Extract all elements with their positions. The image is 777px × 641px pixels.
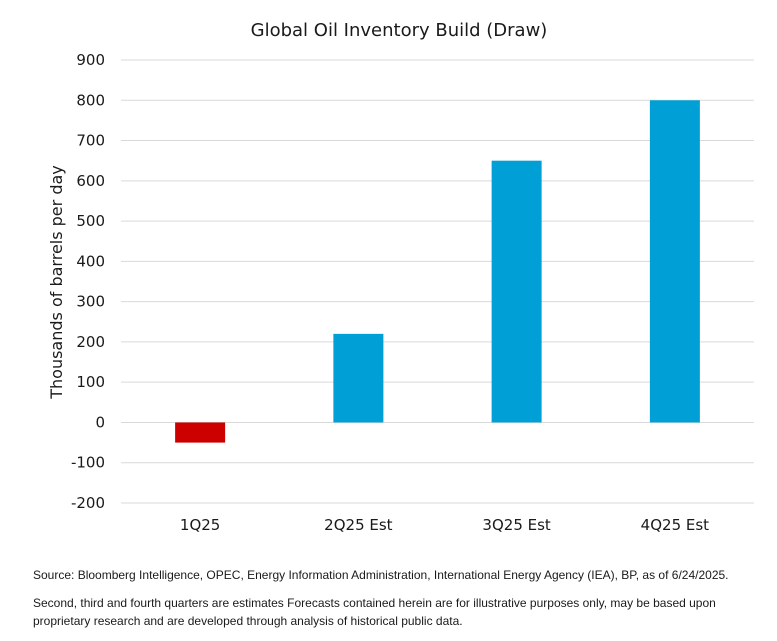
y-axis-ticks: 900 800 700 600 500 400 300 200 100 0 -100 -200 <box>71 51 105 512</box>
chart-title: Global Oil Inventory Build (Draw) <box>251 20 548 41</box>
x-tick-label: 2Q25 Est <box>324 516 392 534</box>
bar-4q25-est <box>649 100 700 423</box>
x-tick-label: 3Q25 Est <box>482 516 550 534</box>
gridlines <box>121 59 754 504</box>
y-tick-label: 600 <box>76 172 105 190</box>
y-tick-label: 500 <box>76 212 105 230</box>
bar-chart: Global Oil Inventory Build (Draw) Thousa… <box>47 20 754 534</box>
x-tick-label: 1Q25 <box>180 516 220 534</box>
bar-3q25-est <box>491 160 542 423</box>
disclaimer-footnote: Second, third and fourth quarters are es… <box>33 596 716 628</box>
x-axis-ticks: 1Q25 2Q25 Est 3Q25 Est 4Q25 Est <box>180 516 709 534</box>
bar-2q25-est <box>333 333 384 423</box>
y-tick-label: -200 <box>71 494 105 512</box>
y-tick-label: 400 <box>76 252 105 270</box>
y-tick-label: -100 <box>71 454 105 472</box>
y-tick-label: 100 <box>76 373 105 391</box>
x-tick-label: 4Q25 Est <box>641 516 709 534</box>
y-tick-label: 800 <box>76 91 105 109</box>
y-tick-label: 700 <box>76 132 105 150</box>
y-tick-label: 0 <box>95 413 105 431</box>
bar-1q25 <box>175 422 226 443</box>
source-footnote: Source: Bloomberg Intelligence, OPEC, En… <box>33 568 729 582</box>
y-axis-label: Thousands of barrels per day <box>47 165 66 400</box>
y-tick-label: 200 <box>76 333 105 351</box>
bars <box>175 100 700 443</box>
y-tick-label: 900 <box>76 51 105 69</box>
y-tick-label: 300 <box>76 293 105 311</box>
